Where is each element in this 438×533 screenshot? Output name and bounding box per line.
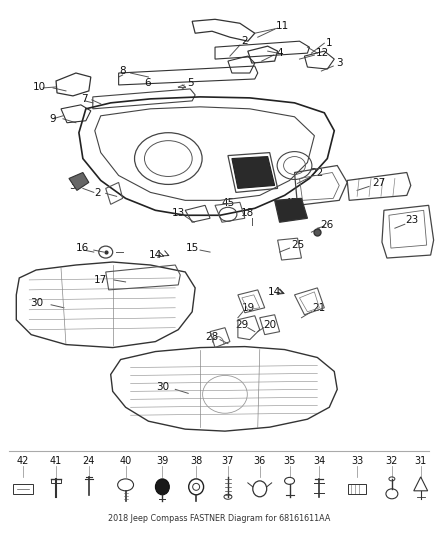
Text: 10: 10 — [32, 82, 46, 92]
Text: 13: 13 — [172, 208, 185, 219]
Text: 34: 34 — [313, 456, 325, 466]
Text: 29: 29 — [235, 320, 248, 330]
Text: 4: 4 — [276, 48, 283, 58]
Text: 31: 31 — [415, 456, 427, 466]
Text: 40: 40 — [120, 456, 132, 466]
Text: 2: 2 — [95, 188, 101, 198]
Text: 27: 27 — [372, 179, 385, 189]
Text: 42: 42 — [17, 456, 29, 466]
Text: 25: 25 — [291, 240, 304, 250]
Text: 7: 7 — [81, 94, 88, 104]
Text: 23: 23 — [405, 215, 418, 225]
Text: 15: 15 — [186, 243, 199, 253]
Text: 16: 16 — [76, 243, 89, 253]
Text: 9: 9 — [50, 114, 57, 124]
Text: 14: 14 — [149, 250, 162, 260]
Text: 20: 20 — [263, 320, 276, 330]
Text: 3: 3 — [336, 58, 343, 68]
Text: 32: 32 — [386, 456, 398, 466]
Text: 21: 21 — [313, 303, 326, 313]
Text: 35: 35 — [283, 456, 296, 466]
Text: 26: 26 — [321, 220, 334, 230]
Text: 28: 28 — [205, 332, 219, 342]
Polygon shape — [69, 173, 89, 190]
Text: 19: 19 — [242, 303, 255, 313]
Text: 22: 22 — [311, 168, 324, 179]
Text: 14: 14 — [268, 287, 281, 297]
Text: 45: 45 — [285, 198, 298, 208]
Text: 3: 3 — [70, 181, 76, 191]
Text: 37: 37 — [222, 456, 234, 466]
Text: 45: 45 — [221, 198, 235, 208]
Text: 6: 6 — [144, 78, 151, 88]
Text: 36: 36 — [254, 456, 266, 466]
Text: 30: 30 — [31, 298, 44, 308]
Text: 30: 30 — [156, 382, 169, 392]
Text: 5: 5 — [187, 78, 194, 88]
Text: 39: 39 — [156, 456, 169, 466]
Text: 38: 38 — [190, 456, 202, 466]
Text: 41: 41 — [50, 456, 62, 466]
Polygon shape — [275, 198, 307, 222]
Text: 24: 24 — [83, 456, 95, 466]
Text: 8: 8 — [119, 66, 126, 76]
Text: 18: 18 — [241, 208, 254, 219]
Text: 2018 Jeep Compass FASTNER Diagram for 68161611AA: 2018 Jeep Compass FASTNER Diagram for 68… — [108, 514, 330, 523]
Text: 12: 12 — [316, 48, 329, 58]
Text: 33: 33 — [351, 456, 363, 466]
Text: 2: 2 — [241, 36, 248, 46]
Text: 17: 17 — [94, 275, 107, 285]
Polygon shape — [232, 157, 275, 188]
Ellipse shape — [155, 479, 170, 495]
Text: 1: 1 — [326, 38, 332, 48]
Text: 11: 11 — [276, 21, 289, 31]
